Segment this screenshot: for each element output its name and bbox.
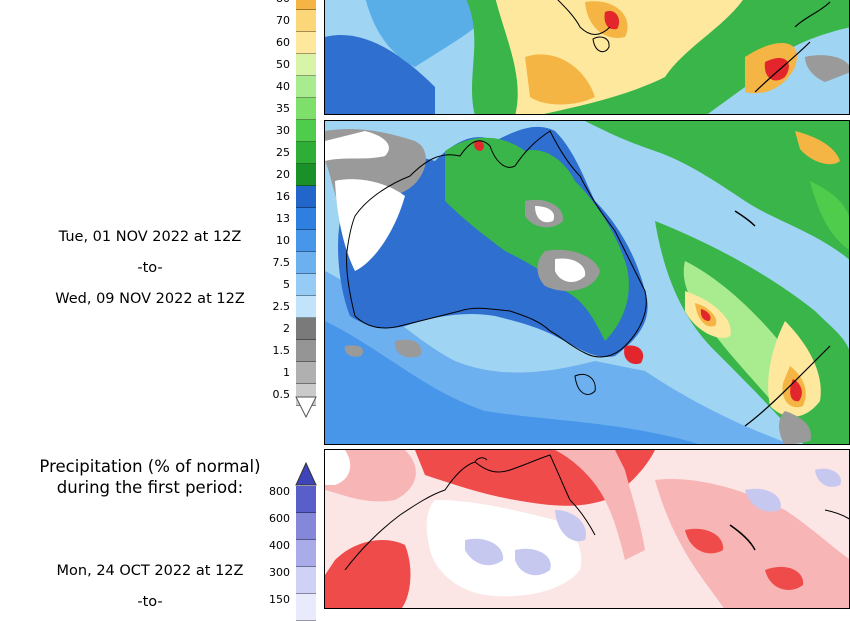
- period-end-date: Wed, 09 NOV 2022 at 12Z: [55, 291, 245, 307]
- legend-swatch: [296, 208, 316, 230]
- legend-label: 0.5: [272, 388, 291, 401]
- legend-label: 2: [283, 322, 290, 335]
- legend-label: 1.5: [272, 344, 291, 357]
- legend-label: 300: [269, 566, 290, 579]
- legend-label: 80: [250, 0, 290, 5]
- legend-swatch: [296, 186, 316, 208]
- period-separator: -to-: [137, 260, 163, 276]
- legend-label: 30: [276, 124, 290, 137]
- legend-min-arrow-icon: [295, 396, 317, 418]
- legend-label: 7.5: [272, 256, 291, 269]
- anomaly-title-line1: Precipitation (% of normal): [39, 457, 261, 476]
- legend-label: 5: [283, 278, 290, 291]
- anomaly-title-line2: during the first period:: [56, 478, 244, 497]
- legend-swatch: [296, 76, 316, 98]
- legend-swatch: [296, 0, 316, 10]
- legend-label: 60: [276, 36, 290, 49]
- anomaly-map: [324, 449, 850, 609]
- legend-swatch: [296, 540, 316, 567]
- legend-swatch: [296, 142, 316, 164]
- legend-label: 20: [276, 168, 290, 181]
- period-start-date: Mon, 24 OCT 2022 at 12Z: [56, 563, 244, 579]
- legend-label: 13: [276, 212, 290, 225]
- legend-swatch: [296, 230, 316, 252]
- legend-swatch: [296, 362, 316, 384]
- legend-swatch: [296, 32, 316, 54]
- anomaly-section-title: Precipitation (% of normal) during the f…: [0, 456, 300, 498]
- legend-label: 16: [276, 190, 290, 203]
- legend-label: 2.5: [272, 300, 291, 313]
- legend-swatch: [296, 486, 316, 513]
- forecast-map-week1: [324, 0, 850, 115]
- panel2-period: Tue, 01 NOV 2022 at 12Z -to- Wed, 09 NOV…: [0, 222, 300, 315]
- legend-swatch: [296, 252, 316, 274]
- legend-swatch: [296, 296, 316, 318]
- legend-swatch: [296, 120, 316, 142]
- legend-label: 40: [276, 80, 290, 93]
- legend-label: 150: [269, 593, 290, 606]
- legend-label: 800: [269, 485, 290, 498]
- legend-swatch: [296, 318, 316, 340]
- panel3-period: Mon, 24 OCT 2022 at 12Z -to-: [0, 556, 300, 618]
- legend-label: 400: [269, 539, 290, 552]
- legend-swatch: [296, 340, 316, 362]
- legend-swatch: [296, 98, 316, 120]
- legend-swatch: [296, 594, 316, 621]
- legend-label: 1: [283, 366, 290, 379]
- legend-max-arrow-icon: [295, 462, 317, 486]
- legend-swatch: [296, 567, 316, 594]
- legend-swatch: [296, 164, 316, 186]
- legend-label: 50: [276, 58, 290, 71]
- legend-swatch: [296, 513, 316, 540]
- legend-swatch: [296, 54, 316, 76]
- period-start-date: Tue, 01 NOV 2022 at 12Z: [58, 229, 242, 245]
- legend-label: 600: [269, 512, 290, 525]
- legend-swatch: [296, 10, 316, 32]
- legend-label: 25: [276, 146, 290, 159]
- legend-label: 70: [276, 14, 290, 27]
- legend-swatch: [296, 274, 316, 296]
- forecast-map-week2: [324, 120, 850, 445]
- legend-label: 35: [276, 102, 290, 115]
- legend-label: 10: [276, 234, 290, 247]
